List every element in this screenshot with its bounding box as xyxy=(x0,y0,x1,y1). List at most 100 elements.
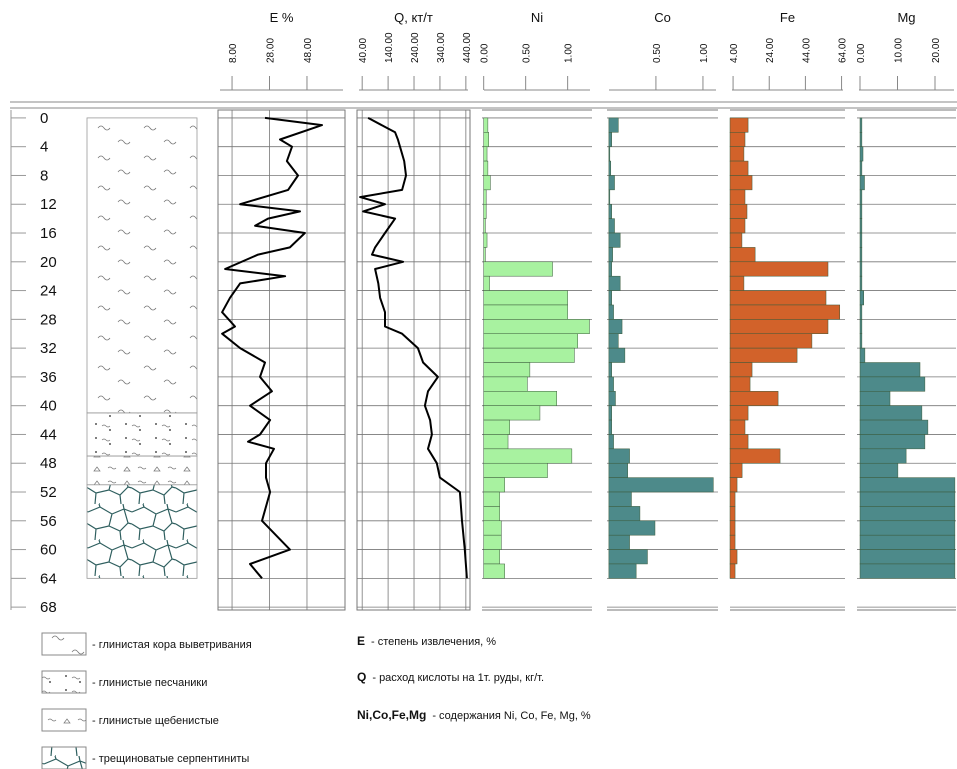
x-tick-label: 0.00 xyxy=(856,43,867,63)
depth-label: 12 xyxy=(40,196,57,213)
bar xyxy=(730,319,828,333)
bar xyxy=(484,506,500,520)
note-text: - содержания Ni, Co, Fe, Mg, % xyxy=(432,710,591,722)
bar xyxy=(484,391,557,405)
bar xyxy=(484,406,540,420)
bar xyxy=(484,219,486,233)
bar xyxy=(609,204,612,218)
bar xyxy=(484,449,572,463)
bar xyxy=(860,334,862,348)
depth-label: 16 xyxy=(40,225,57,242)
bar xyxy=(484,420,510,434)
bar xyxy=(730,233,742,247)
bar xyxy=(730,204,747,218)
bar xyxy=(730,118,748,132)
bar xyxy=(484,204,487,218)
bar xyxy=(860,219,862,233)
bar xyxy=(609,190,610,204)
bar xyxy=(484,521,502,535)
x-tick-label: 48.00 xyxy=(303,38,314,63)
bar xyxy=(860,305,862,319)
bar xyxy=(609,406,612,420)
bar xyxy=(609,377,614,391)
bar xyxy=(730,334,812,348)
bar xyxy=(860,147,863,161)
bar xyxy=(860,406,922,420)
bar xyxy=(730,478,737,492)
bar xyxy=(730,391,778,405)
bar xyxy=(609,291,612,305)
depth-label: 40 xyxy=(40,398,57,415)
bar xyxy=(609,434,614,448)
bar xyxy=(860,449,906,463)
bar xyxy=(484,434,508,448)
bar xyxy=(484,348,575,362)
track-frame xyxy=(218,110,345,610)
bar xyxy=(609,147,610,161)
bar xyxy=(730,535,735,549)
bar xyxy=(860,190,862,204)
bar xyxy=(484,262,553,276)
bar xyxy=(730,291,826,305)
x-tick-label: 240.00 xyxy=(410,32,421,63)
bar xyxy=(484,276,490,290)
bar xyxy=(484,564,505,578)
x-tick-label: 64.00 xyxy=(838,38,849,63)
bar xyxy=(484,118,488,132)
bar xyxy=(730,506,735,520)
bar xyxy=(484,319,590,333)
bar xyxy=(860,233,862,247)
bar xyxy=(730,463,742,477)
bar xyxy=(860,506,955,520)
bar xyxy=(860,363,920,377)
depth-label: 44 xyxy=(40,426,57,443)
bar xyxy=(609,276,620,290)
x-tick-label: 20.00 xyxy=(931,38,942,63)
bar xyxy=(860,463,898,477)
depth-label: 4 xyxy=(40,139,48,156)
bar xyxy=(730,305,840,319)
bar xyxy=(609,478,713,492)
track-frame xyxy=(357,110,470,610)
bar xyxy=(730,175,752,189)
note-text: - расход кислоты на 1т. руды, кг/т. xyxy=(372,672,544,684)
x-tick-label: 44.00 xyxy=(801,38,812,63)
track-title: Fe xyxy=(780,10,795,25)
bar xyxy=(484,377,528,391)
legend-label: - трещиноватые серпентиниты xyxy=(92,753,249,765)
lithology-layer xyxy=(87,485,197,579)
bar xyxy=(860,319,862,333)
depth-label: 64 xyxy=(40,570,57,587)
bar xyxy=(860,478,955,492)
track-title: Mg xyxy=(897,10,915,25)
legend-swatch xyxy=(42,633,86,655)
x-tick-label: 440.00 xyxy=(462,32,473,63)
bar xyxy=(730,190,745,204)
bar xyxy=(730,406,748,420)
bar xyxy=(609,334,618,348)
depth-label: 48 xyxy=(40,455,57,472)
x-tick-label: 28.00 xyxy=(266,38,277,63)
depth-label: 20 xyxy=(40,254,57,271)
bar xyxy=(609,161,611,175)
depth-label: 8 xyxy=(40,167,48,184)
legend-swatch xyxy=(42,709,86,731)
bar xyxy=(730,420,745,434)
chart: 048121620242832364044485256606468E %8.00… xyxy=(0,0,957,769)
bar xyxy=(609,262,612,276)
bar xyxy=(609,492,632,506)
bar xyxy=(609,219,615,233)
x-tick-label: 140.00 xyxy=(384,32,395,63)
note-text: - степень извлечения, % xyxy=(371,636,496,648)
bar xyxy=(730,247,755,261)
bar xyxy=(730,147,744,161)
bar xyxy=(730,449,780,463)
bar xyxy=(730,276,744,290)
bar xyxy=(484,233,487,247)
depth-label: 24 xyxy=(40,283,57,300)
bar xyxy=(609,550,648,564)
bar xyxy=(609,247,613,261)
bar xyxy=(860,521,955,535)
bar xyxy=(609,348,625,362)
x-tick-label: 1.00 xyxy=(699,43,710,63)
